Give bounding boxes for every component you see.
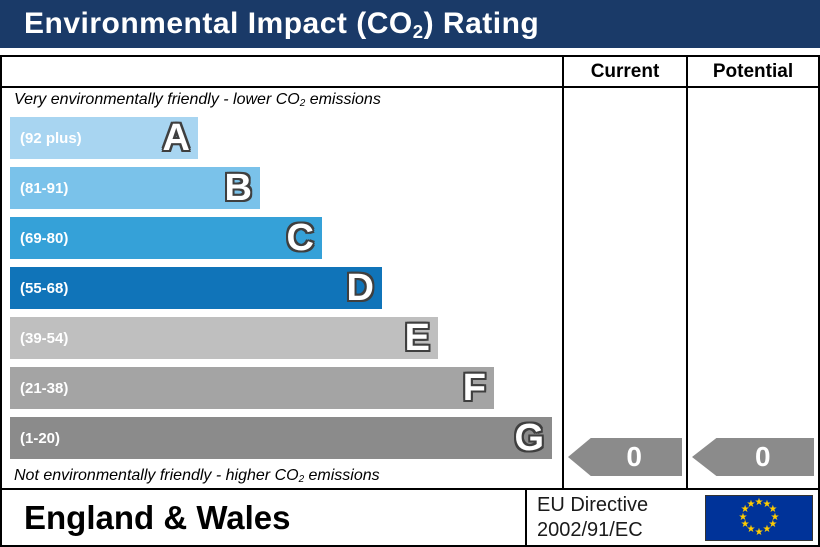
band-bar-a: (92 plus) A (10, 117, 198, 159)
footer: England & Wales EU Directive 2002/91/EC … (0, 490, 820, 547)
band-range-label: (69-80) (20, 229, 69, 247)
eu-flag-star: ★ (768, 504, 778, 515)
band-letter: G (514, 417, 544, 459)
rating-chart: Current Potential Very environmentally f… (0, 55, 820, 490)
top-note-text: Very environmentally friendly - lower CO (14, 91, 300, 108)
band-bar-e: (39-54) E (10, 317, 438, 359)
potential-rating-value: 0 (754, 441, 771, 472)
eu-flag-star: ★ (738, 511, 748, 523)
eu-flag-star: ★ (740, 519, 750, 530)
band-row-c: (69-80) C (10, 213, 562, 263)
current-column-header: Current (562, 57, 686, 88)
potential-score-column: 0 (686, 88, 818, 488)
band-letter: D (346, 267, 374, 309)
potential-column-header: Potential (686, 57, 818, 88)
title-text-end: ) Rating (423, 7, 540, 40)
bands: (92 plus) A (81-91) B (69-80) C (55-68) D (39-54… (10, 113, 562, 463)
band-letter: B (224, 167, 252, 209)
potential-header-label: Potential (712, 60, 794, 82)
eu-flag-star: ★ (762, 498, 772, 510)
band-range-label: (1-20) (20, 429, 61, 447)
band-row-b: (81-91) B (10, 163, 562, 213)
eu-flag-star: ★ (762, 524, 772, 536)
title-text: Environmental Impact (CO (24, 7, 413, 40)
band-range-label: (21-38) (20, 379, 69, 397)
current-score-column: 0 (562, 88, 686, 488)
band-row-a: (92 plus) A (10, 113, 562, 163)
page-title: Environmental Impact (CO2) Rating (24, 7, 540, 42)
eu-directive-line2: 2002/91/EC (537, 518, 643, 541)
current-rating-arrow: 0 (568, 438, 682, 476)
eu-directive: EU Directive 2002/91/EC (525, 490, 705, 545)
top-note-text-end: emissions (305, 91, 381, 108)
eu-flag-star: ★ (746, 498, 756, 510)
band-letter: F (462, 367, 486, 409)
top-note: Very environmentally friendly - lower CO… (10, 91, 562, 113)
potential-rating-arrow: 0 (692, 438, 814, 476)
band-range-label: (81-91) (20, 179, 69, 197)
band-letter: E (404, 317, 430, 359)
eu-flag-star: ★ (754, 496, 764, 508)
top-note-subscript: 2 (299, 98, 306, 110)
band-range-label: (92 plus) (20, 129, 82, 147)
band-letter: C (286, 217, 314, 259)
band-letter: A (162, 117, 190, 159)
band-row-g: (1-20) G (10, 413, 562, 463)
eu-flag-star: ★ (746, 524, 756, 536)
bands-area: Very environmentally friendly - lower CO… (2, 88, 562, 488)
eu-flag-star: ★ (770, 511, 780, 523)
region-label: England & Wales (24, 498, 291, 536)
bottom-note-text-end: emissions (304, 467, 380, 484)
band-bar-d: (55-68) D (10, 267, 382, 309)
eu-flag-star: ★ (768, 519, 778, 530)
title-subscript: 2 (412, 20, 424, 42)
eu-flag-star: ★ (754, 526, 764, 538)
bottom-note: Not environmentally friendly - higher CO… (10, 463, 562, 487)
current-rating-value: 0 (626, 441, 642, 472)
eu-flag: ★ ★ ★ ★ ★ ★ ★ ★ ★ ★ ★ ★ (705, 494, 813, 541)
band-bar-c: (69-80) C (10, 217, 322, 259)
band-bar-b: (81-91) B (10, 167, 260, 209)
eu-flag-star: ★ (740, 504, 750, 515)
band-range-label: (55-68) (20, 279, 69, 297)
band-bar-f: (21-38) F (10, 367, 494, 409)
chart-title-bar: Environmental Impact (CO2) Rating (0, 0, 820, 48)
band-row-f: (21-38) F (10, 363, 562, 413)
eu-directive-line1: EU Directive (537, 493, 649, 516)
band-bar-g: (1-20) G (10, 417, 552, 459)
current-header-label: Current (590, 60, 660, 82)
band-row-e: (39-54) E (10, 313, 562, 363)
band-row-d: (55-68) D (10, 263, 562, 313)
band-range-label: (39-54) (20, 329, 69, 347)
bottom-note-text: Not environmentally friendly - higher CO (14, 467, 299, 484)
bottom-note-subscript: 2 (298, 474, 305, 486)
chart-corner-cell (2, 57, 562, 88)
